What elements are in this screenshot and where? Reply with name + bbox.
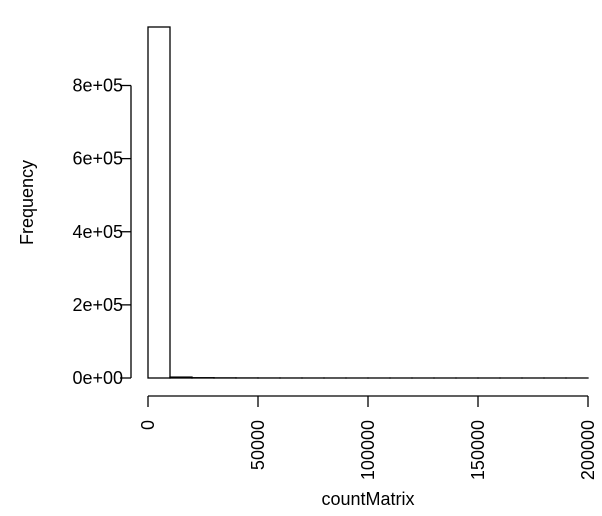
x-tick-label: 0 bbox=[138, 420, 158, 430]
x-axis-title: countMatrix bbox=[321, 489, 414, 509]
x-tick-label: 150000 bbox=[468, 420, 488, 480]
y-tick-label: 6e+05 bbox=[72, 149, 123, 169]
x-tick-label: 100000 bbox=[358, 420, 378, 480]
histogram-bar bbox=[169, 376, 193, 379]
y-axis-title: Frequency bbox=[17, 160, 37, 245]
y-tick-label: 4e+05 bbox=[72, 222, 123, 242]
histogram-bars bbox=[147, 26, 589, 379]
x-tick-label: 200000 bbox=[578, 420, 598, 480]
y-tick-label: 8e+05 bbox=[72, 76, 123, 96]
y-axis: 0e+00 2e+05 4e+05 6e+05 8e+05 bbox=[72, 76, 132, 388]
x-tick-label: 50000 bbox=[248, 420, 268, 470]
y-tick-label: 0e+00 bbox=[72, 368, 123, 388]
histogram-bar bbox=[147, 26, 171, 379]
x-axis: 0 50000 100000 150000 200000 bbox=[138, 395, 598, 480]
y-tick-label: 2e+05 bbox=[72, 295, 123, 315]
